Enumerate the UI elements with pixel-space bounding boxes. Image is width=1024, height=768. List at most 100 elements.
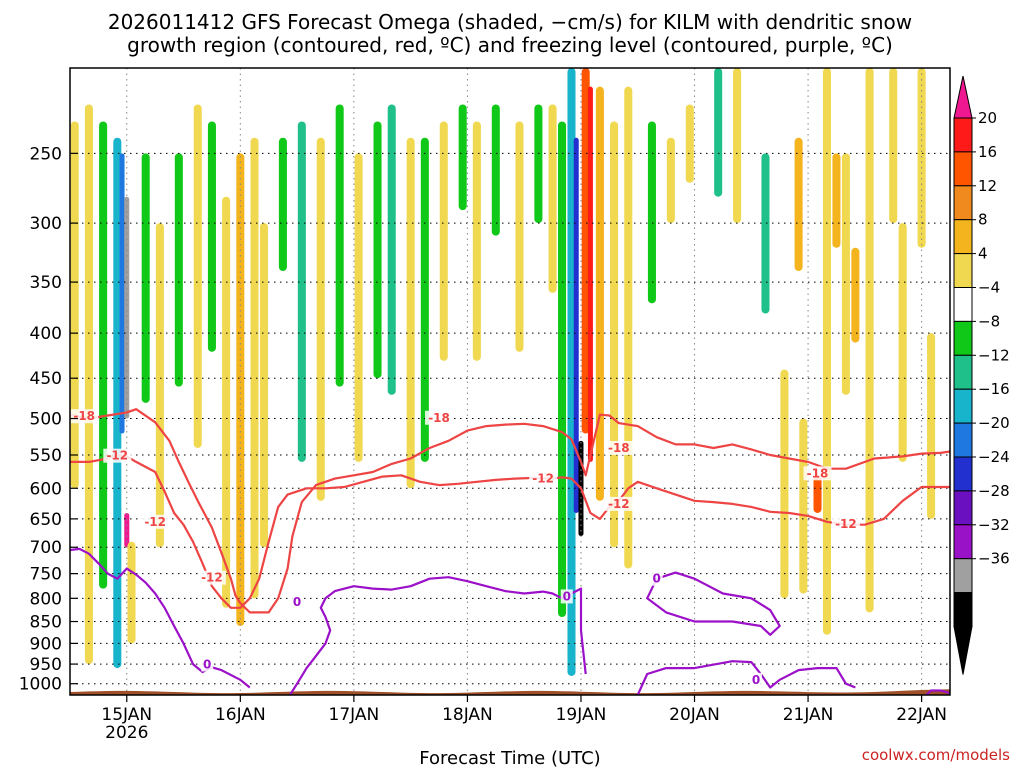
colorbar-segment-10 <box>953 456 973 492</box>
omega-column-33 <box>558 121 567 617</box>
omega-column-53 <box>832 153 841 248</box>
contour-label-bg-minus18-upper-0 <box>70 409 99 424</box>
x-tick-label-15JAN: 15JAN <box>101 705 152 725</box>
contour-label-bg-minus12-lower-1 <box>141 514 170 529</box>
colorbar-segment-9 <box>953 422 973 458</box>
omega-column-34 <box>567 68 576 676</box>
contour-label-bg-zero-left-0 <box>201 657 214 672</box>
contour-label-bg-zero-mid-0 <box>291 595 304 610</box>
omega-column-13 <box>222 196 231 608</box>
colorbar-segment-8 <box>953 388 973 424</box>
omega-column-59 <box>917 68 926 248</box>
omega-column-11 <box>193 104 202 448</box>
colorbar-segment-3 <box>953 219 973 255</box>
colorbar-segment-0 <box>953 117 973 153</box>
y-tick-label-700: 700 <box>30 538 62 558</box>
omega-column-1 <box>84 104 93 665</box>
contour-label-bg-minus12-lower-3 <box>529 471 558 486</box>
colorbar-label-5: −4 <box>978 279 1000 297</box>
colorbar-label-12: −32 <box>978 516 1010 534</box>
colorbar-segment-6 <box>953 320 973 356</box>
contour-label-bg-minus18-upper-2 <box>604 440 633 455</box>
omega-column-12 <box>207 121 216 352</box>
y-axis-ticks: 2503003504004505005506006507007508008509… <box>19 144 78 695</box>
omega-column-38 <box>587 86 593 462</box>
omega-column-51 <box>813 475 822 513</box>
colorbar-label-3: 8 <box>978 211 988 229</box>
omega-column-58 <box>898 223 907 462</box>
omega-column-37 <box>581 68 590 434</box>
colorbar-bottom-arrow <box>953 626 973 675</box>
omega-column-18 <box>297 121 306 462</box>
omega-column-16 <box>259 223 268 548</box>
contour-label-bg-minus18-upper-3 <box>803 466 832 481</box>
omega-column-45 <box>714 68 723 197</box>
colorbar: 20 16 12 8 4 −4 −8 −12 −16 −20 −24 −28 −32 −36 <box>953 75 1010 675</box>
colorbar-label-6: −8 <box>978 312 1000 330</box>
omega-column-24 <box>406 137 415 489</box>
omega-column-35 <box>573 137 579 513</box>
x-tick-label-18JAN: 18JAN <box>442 705 493 725</box>
chart-title-line-2: growth region (contoured, red, ºC) and f… <box>127 33 893 57</box>
omega-column-8 <box>141 153 150 403</box>
y-tick-label-800: 800 <box>30 589 62 609</box>
omega-column-50 <box>799 418 808 594</box>
omega-column-15 <box>250 137 259 599</box>
colorbar-segment-1 <box>953 151 973 187</box>
omega-column-22 <box>373 121 382 379</box>
colorbar-label-8: −16 <box>978 380 1010 398</box>
colorbar-label-4: 4 <box>978 245 988 263</box>
colorbar-segment-5 <box>953 287 973 322</box>
contour-label-bg-minus12-lower-5 <box>831 517 860 532</box>
contour-label-bg-minus12-lower-4 <box>604 496 633 511</box>
contour-label-bg-minus12-lower-0 <box>103 448 132 463</box>
y-tick-label-300: 300 <box>30 214 62 234</box>
contour-labels: -18 -18 -18 -18 -12 -12 -12 -12 -12 -12 0 0 0 0 0 <box>70 409 860 687</box>
omega-column-43 <box>666 137 675 224</box>
omega-column-20 <box>335 104 344 387</box>
x-tick-label-16JAN: 16JAN <box>215 705 266 725</box>
plot-area <box>70 68 950 695</box>
colorbar-segment-12 <box>953 524 973 560</box>
contour-label-zero-mid-1: 0 <box>563 589 571 603</box>
omega-column-26 <box>439 121 448 361</box>
contour-label-minus12-lower-0: -12 <box>106 449 128 463</box>
contour-zero-bottom-right <box>636 660 856 695</box>
omega-column-21 <box>354 153 363 462</box>
contour-label-zero-loop-right-0: 0 <box>652 572 660 586</box>
contour-label-minus18-upper-3: -18 <box>807 466 829 480</box>
contour-label-minus18-upper-1: -18 <box>428 411 450 425</box>
contour-label-minus18-upper-0: -18 <box>73 409 95 423</box>
plot-frame <box>69 67 951 696</box>
omega-column-31 <box>534 104 543 224</box>
omega-column-49 <box>794 137 803 271</box>
gridlines <box>70 68 950 695</box>
omega-column-10 <box>174 153 183 387</box>
y-tick-label-400: 400 <box>30 324 62 344</box>
omega-column-44 <box>685 104 694 183</box>
omega-column-40 <box>610 121 619 548</box>
omega-column-2 <box>99 121 108 589</box>
omega-column-46 <box>733 68 742 224</box>
contour-lines <box>70 408 950 695</box>
omega-column-29 <box>491 104 500 236</box>
y-tick-label-650: 650 <box>30 510 62 530</box>
omega-column-28 <box>472 121 481 361</box>
colorbar-segment-11 <box>953 490 973 526</box>
colorbar-segment-7 <box>953 354 973 390</box>
omega-column-3 <box>113 137 122 669</box>
omega-column-5 <box>124 196 130 419</box>
colorbar-segment-13 <box>953 558 973 594</box>
omega-column-19 <box>316 137 325 501</box>
colorbar-label-7: −12 <box>978 346 1010 364</box>
contour-label-bg-minus18-upper-1 <box>425 410 454 425</box>
contour-label-zero-left-0: 0 <box>203 657 211 671</box>
colorbar-segment-4 <box>953 253 973 289</box>
x-tick-sublabel-15JAN: 2026 <box>105 723 148 743</box>
contour-zero-mid <box>288 576 587 695</box>
omega-column-23 <box>387 104 396 395</box>
contour-label-minus12-lower-2: -12 <box>201 571 223 585</box>
contour-label-minus18-upper-2: -18 <box>608 441 630 455</box>
x-tick-label-22JAN: 22JAN <box>896 705 947 725</box>
